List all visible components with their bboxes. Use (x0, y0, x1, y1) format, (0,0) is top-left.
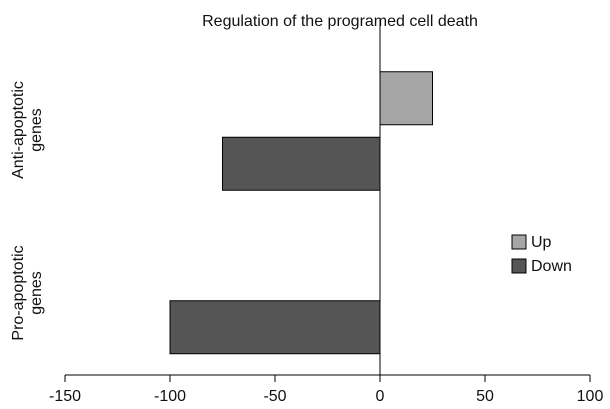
legend-label: Up (531, 234, 552, 251)
legend-label: Down (531, 258, 572, 275)
x-tick-label: 50 (476, 388, 494, 405)
chart-title: Regulation of the programed cell death (202, 13, 478, 30)
bar (169, 300, 381, 355)
legend-swatch (511, 258, 527, 274)
bar (222, 136, 381, 191)
x-tick-label: -100 (154, 388, 186, 405)
y-tick-label: Pro-apoptotic genes (10, 245, 45, 341)
x-tick-label: -150 (49, 388, 81, 405)
x-tick-label: -50 (263, 388, 286, 405)
y-tick-label: Anti-apoptotic genes (10, 80, 45, 179)
bar (379, 71, 433, 126)
x-tick-label: 100 (577, 388, 604, 405)
x-tick-label: 0 (376, 388, 385, 405)
legend-swatch (511, 234, 527, 250)
